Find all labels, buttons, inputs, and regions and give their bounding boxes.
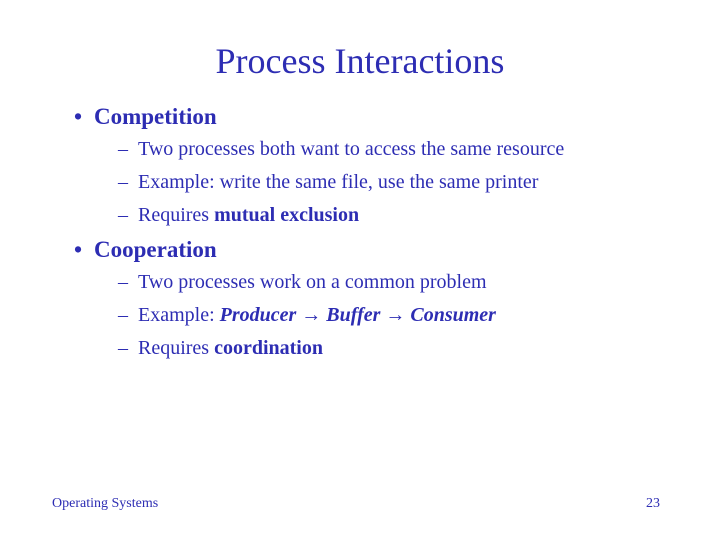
section-competition: Competition Two processes both want to a…: [74, 104, 670, 229]
item-bold: mutual exclusion: [214, 204, 359, 226]
list-item: Two processes work on a common problem: [118, 269, 670, 296]
item-italic: Producer → Buffer → Consumer: [220, 304, 496, 326]
item-prefix: Requires: [138, 337, 214, 359]
list-item: Example: Producer → Buffer → Consumer: [118, 302, 670, 329]
sub-list: Two processes both want to access the sa…: [94, 136, 670, 229]
bullet-list: Competition Two processes both want to a…: [50, 104, 670, 362]
item-bold: coordination: [214, 337, 323, 359]
slide-title: Process Interactions: [50, 40, 670, 82]
sub-list: Two processes work on a common problem E…: [94, 269, 670, 362]
list-item: Two processes both want to access the sa…: [118, 136, 670, 163]
page-number: 23: [646, 496, 660, 512]
section-heading: Cooperation: [94, 237, 217, 262]
list-item: Example: write the same file, use the sa…: [118, 169, 670, 196]
slide: Process Interactions Competition Two pro…: [0, 0, 720, 540]
section-heading: Competition: [94, 104, 217, 129]
list-item: Requires coordination: [118, 335, 670, 362]
item-prefix: Example:: [138, 304, 220, 326]
item-prefix: Requires: [138, 204, 214, 226]
section-cooperation: Cooperation Two processes work on a comm…: [74, 237, 670, 362]
footer-left: Operating Systems: [52, 496, 158, 512]
list-item: Requires mutual exclusion: [118, 202, 670, 229]
